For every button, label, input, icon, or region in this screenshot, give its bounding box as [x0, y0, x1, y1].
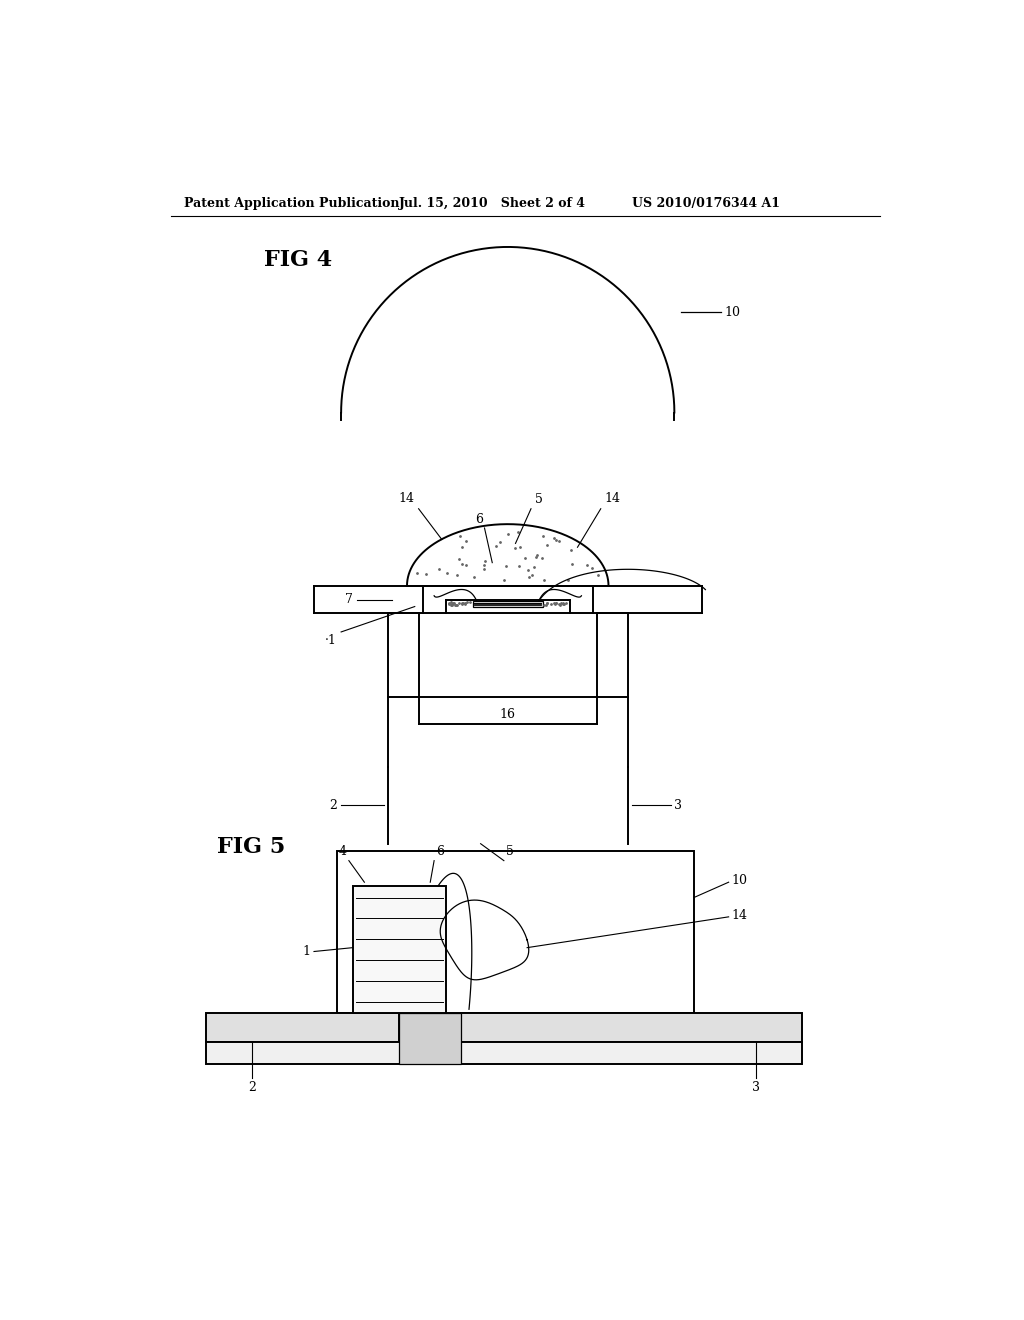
Bar: [206, 1043, 802, 1064]
Bar: [473, 601, 543, 607]
Text: 2: 2: [330, 799, 337, 812]
Bar: [337, 851, 693, 1014]
Text: 6: 6: [436, 845, 444, 858]
Bar: [399, 1014, 461, 1064]
Text: 3: 3: [675, 799, 682, 812]
Bar: [461, 1014, 802, 1043]
Text: 14: 14: [398, 492, 415, 506]
Text: 6: 6: [475, 512, 483, 525]
Text: 5: 5: [535, 494, 543, 507]
Text: 2: 2: [248, 1081, 256, 1094]
Text: FIG 5: FIG 5: [217, 836, 286, 858]
Text: Jul. 15, 2010   Sheet 2 of 4: Jul. 15, 2010 Sheet 2 of 4: [399, 197, 587, 210]
Text: 10: 10: [731, 874, 746, 887]
Text: 4: 4: [339, 845, 346, 858]
Text: 5: 5: [506, 845, 514, 858]
Text: 1: 1: [302, 945, 310, 958]
Text: Patent Application Publication: Patent Application Publication: [183, 197, 399, 210]
Text: 14: 14: [731, 908, 746, 921]
Text: FIG 4: FIG 4: [263, 249, 332, 272]
Text: ·1: ·1: [326, 635, 337, 647]
Text: 3: 3: [752, 1081, 760, 1094]
Text: 7: 7: [345, 593, 352, 606]
Text: 10: 10: [725, 306, 740, 319]
Text: 14: 14: [604, 492, 621, 506]
Bar: [352, 886, 445, 1014]
Text: 16: 16: [500, 708, 516, 721]
Bar: [206, 1014, 399, 1043]
Text: US 2010/0176344 A1: US 2010/0176344 A1: [632, 197, 779, 210]
